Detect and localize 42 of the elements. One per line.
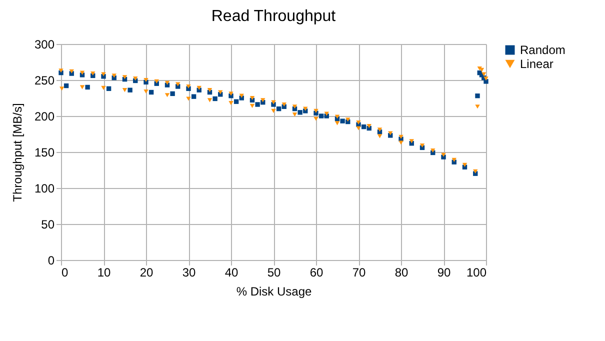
x-tick-label: 30	[182, 266, 196, 280]
point	[85, 84, 90, 90]
x-tick-label: 10	[97, 266, 111, 280]
point	[128, 88, 132, 92]
y-tick-label: 0	[48, 254, 55, 268]
point	[64, 83, 69, 88]
point	[298, 110, 302, 115]
point	[170, 91, 175, 96]
point	[276, 106, 282, 112]
point	[191, 94, 196, 99]
y-tick-label: 150	[34, 146, 55, 160]
point	[361, 124, 366, 130]
point	[475, 93, 480, 98]
point	[148, 90, 154, 95]
y-axis-title: Throughput [MB/s]	[10, 103, 24, 202]
x-tick-label: 90	[437, 266, 451, 280]
y-tick-label: 250	[34, 74, 55, 88]
x-tick-label: 60	[310, 266, 324, 280]
y-tick-label: 50	[41, 218, 55, 232]
point	[255, 102, 260, 107]
point	[340, 118, 345, 124]
x-tick-label: 100	[466, 266, 487, 280]
point	[234, 99, 239, 104]
legend-label: Linear	[520, 57, 554, 71]
legend-label: Random	[520, 43, 566, 57]
x-tick-label: 80	[394, 266, 408, 280]
point	[484, 79, 488, 84]
point	[106, 86, 112, 91]
point	[318, 114, 324, 118]
y-tick-label: 200	[34, 110, 55, 124]
x-tick-label: 40	[224, 266, 238, 280]
chart-title: Read Throughput	[211, 8, 336, 25]
point	[212, 96, 218, 102]
x-tick-label: 0	[62, 266, 68, 280]
x-tick-label: 50	[267, 266, 281, 280]
x-axis-title: % Disk Usage	[236, 284, 312, 298]
y-tick-label: 300	[34, 38, 55, 52]
point	[144, 80, 148, 85]
y-tick-label: 100	[34, 182, 55, 196]
point	[58, 70, 64, 76]
x-tick-label: 70	[352, 266, 366, 280]
x-tick-label: 20	[140, 266, 154, 280]
